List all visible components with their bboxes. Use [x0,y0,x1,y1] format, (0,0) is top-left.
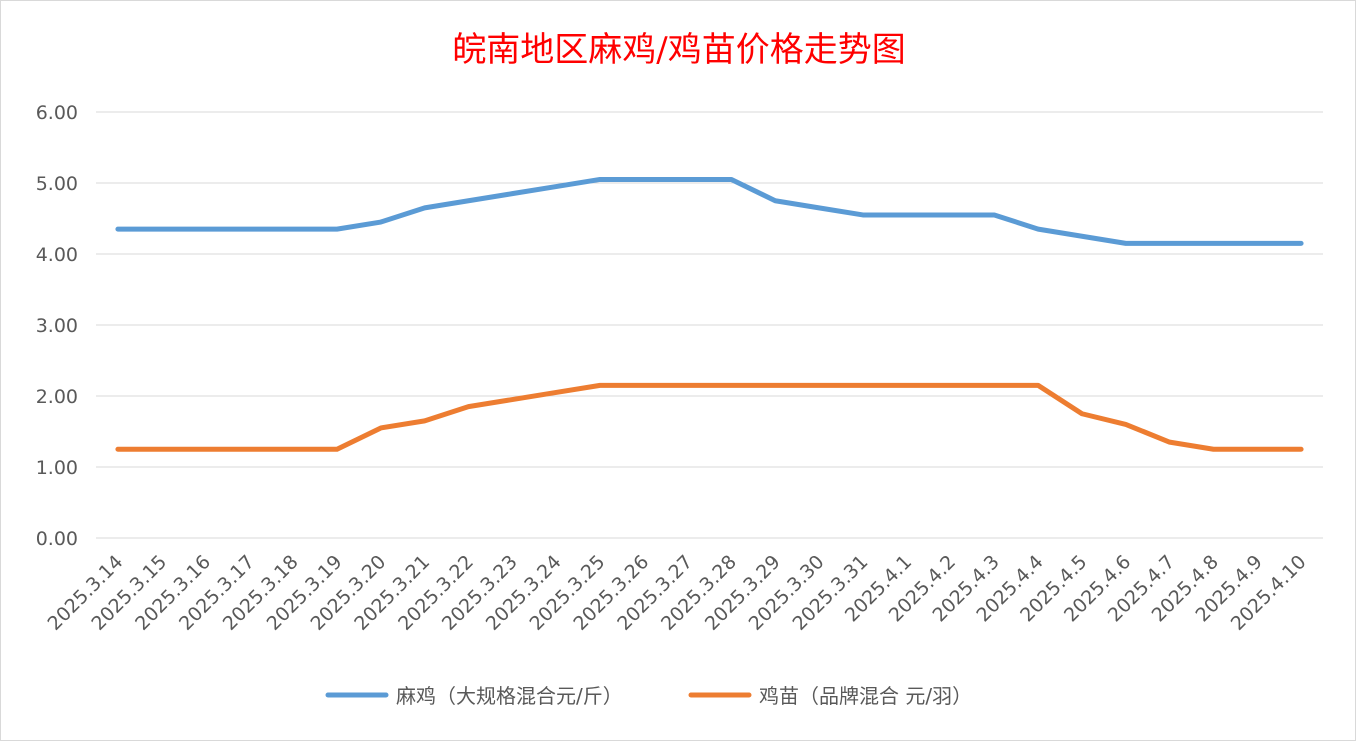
y-tick-label: 1.00 [36,457,78,479]
legend-label: 麻鸡（大规格混合元/斤） [396,684,623,708]
y-tick-label: 6.00 [36,102,78,124]
y-tick-label: 2.00 [36,386,78,408]
y-tick-label: 0.00 [36,528,78,550]
gridlines [96,112,1323,538]
legend: 麻鸡（大规格混合元/斤） 鸡苗（品牌混合 元/羽） [328,684,972,708]
series-line-1 [118,179,1301,243]
y-tick-label: 5.00 [36,173,78,195]
legend-label: 鸡苗（品牌混合 元/羽） [759,684,972,708]
x-axis-ticks: 2025.3.142025.3.152025.3.162025.3.172025… [44,551,1311,635]
y-tick-label: 4.00 [36,244,78,266]
y-tick-label: 3.00 [36,315,78,337]
series-lines [118,179,1301,449]
chart-title: 皖南地区麻鸡/鸡苗价格走势图 [452,30,905,70]
y-axis-ticks: 0.00 1.00 2.00 3.00 4.00 5.00 6.00 [36,102,78,550]
series-line-2 [118,385,1301,449]
